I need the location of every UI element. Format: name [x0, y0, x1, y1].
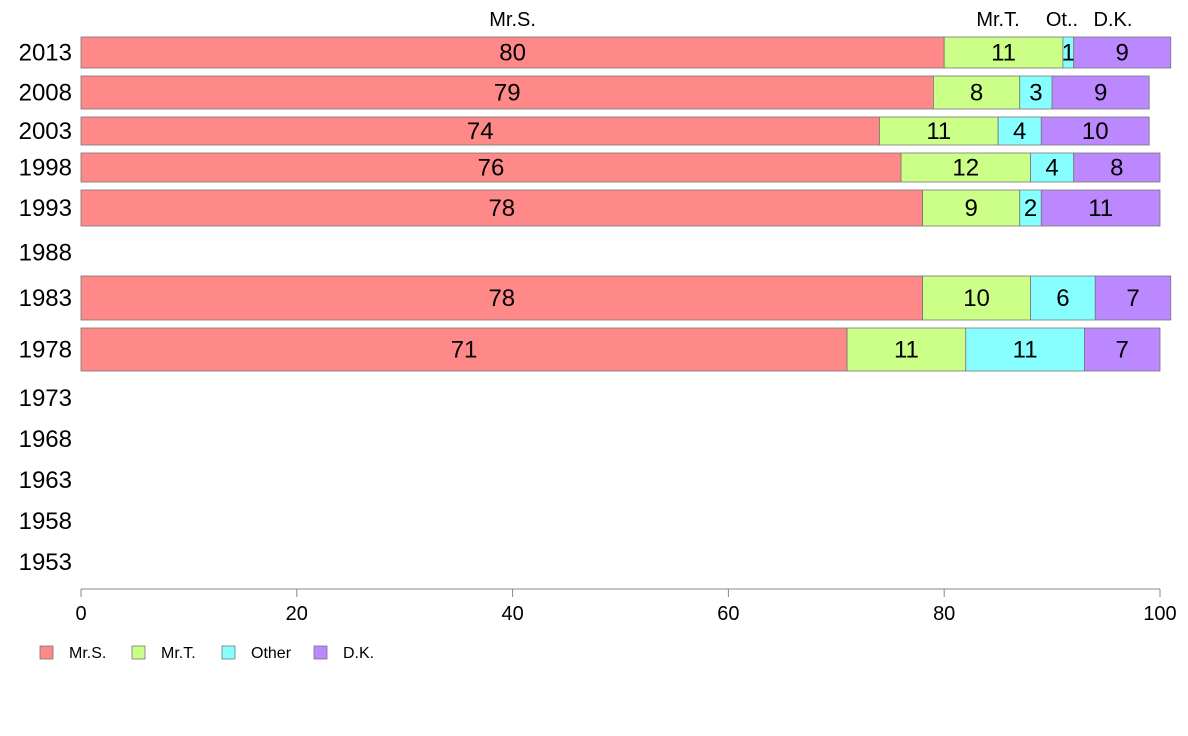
bar-value-label: 11 — [926, 118, 951, 145]
year-label: 2008 — [19, 80, 72, 107]
bar-segment — [922, 275, 1031, 321]
bar-value-label: 9 — [1094, 80, 1107, 107]
bar-segment — [1094, 275, 1172, 321]
legend-swatch — [313, 645, 328, 660]
top-series-label: Ot.. — [1046, 9, 1078, 31]
bar-segment — [1051, 75, 1150, 110]
bar-segment — [80, 116, 880, 146]
bar-segment — [943, 36, 1064, 69]
bar-segment — [879, 116, 999, 146]
legend-swatch — [131, 645, 146, 660]
x-tick-label: 80 — [933, 603, 955, 625]
bar-value-label: 11 — [991, 40, 1016, 67]
x-tick-label: 60 — [717, 603, 739, 625]
bar-value-label: 11 — [1013, 337, 1038, 364]
bar-value-label: 8 — [970, 80, 983, 107]
bar-value-label: 76 — [478, 155, 505, 182]
bar-segment — [80, 36, 945, 69]
bar-value-label: 71 — [451, 337, 478, 364]
bar-value-label: 78 — [488, 195, 515, 222]
year-label: 1993 — [19, 195, 72, 222]
x-tick-label: 40 — [501, 603, 523, 625]
x-axis: 0 20 40 60 80 100 — [75, 588, 1177, 625]
legend-swatch — [39, 645, 54, 660]
bar-segment — [1084, 327, 1161, 372]
bar-value-label: 11 — [894, 337, 919, 364]
bar-value-label: 4 — [1045, 155, 1058, 182]
x-tick-label: 20 — [286, 603, 308, 625]
year-label: 2013 — [19, 40, 72, 67]
bar-value-label: 9 — [964, 195, 977, 222]
legend-label: D.K. — [343, 645, 374, 662]
top-series-labels: Mr.S. Mr.T. Ot.. D.K. — [489, 9, 1132, 31]
bar-value-label: 7 — [1116, 337, 1129, 364]
bar-segment — [846, 327, 967, 372]
bar-value-label: 74 — [467, 118, 494, 145]
year-label: 2003 — [19, 118, 72, 145]
bar-segment — [80, 275, 924, 321]
year-labels: 2013 2008 2003 1998 1993 1988 1983 1978 1973 1968… — [19, 40, 72, 577]
bar-value-label: 10 — [1082, 118, 1109, 145]
bar-segment — [1040, 189, 1161, 227]
bar-value-label: 78 — [488, 285, 515, 312]
x-tick-label: 0 — [75, 603, 86, 625]
legend-label: Mr.S. — [69, 645, 106, 662]
bar-value-label: 11 — [1088, 195, 1113, 222]
year-label: 1983 — [19, 285, 72, 312]
bar-segment — [997, 116, 1042, 146]
bar-segment — [1073, 152, 1161, 183]
bar-segment — [900, 152, 1031, 183]
bar-value-label: 79 — [494, 80, 521, 107]
year-label: 1953 — [19, 549, 72, 576]
bar-value-label: 9 — [1116, 40, 1129, 67]
bar-value-label: 7 — [1126, 285, 1139, 312]
legend-swatch — [221, 645, 236, 660]
bar-segment — [1073, 36, 1172, 69]
year-label: 1958 — [19, 508, 72, 535]
top-series-label: D.K. — [1094, 9, 1133, 31]
bar-segment — [1040, 116, 1150, 146]
year-label: 1978 — [19, 337, 72, 364]
bar-value-label: 8 — [1110, 155, 1123, 182]
year-label: 1963 — [19, 467, 72, 494]
bar-value-label: 12 — [952, 155, 979, 182]
year-label: 1968 — [19, 426, 72, 453]
bar-value-label: 80 — [499, 40, 526, 67]
bar-segment — [1019, 75, 1053, 110]
legend-label: Other — [251, 645, 292, 662]
year-label: 1988 — [19, 240, 72, 267]
bar-value-label: 4 — [1013, 118, 1026, 145]
bar-segment — [933, 75, 1021, 110]
bar-segment — [1030, 152, 1075, 183]
bar-segment — [965, 327, 1085, 372]
bar-value-label: 3 — [1029, 80, 1042, 107]
bar-value-label: 6 — [1056, 285, 1069, 312]
year-label: 1998 — [19, 155, 72, 182]
legend-label: Mr.T. — [161, 645, 196, 662]
bar-segment — [80, 327, 848, 372]
bar-segment — [80, 152, 902, 183]
legend: Mr.S. Mr.T. Other D.K. — [39, 645, 374, 662]
x-tick-label: 100 — [1143, 603, 1176, 625]
bar-value-label: 10 — [963, 285, 990, 312]
top-series-label: Mr.S. — [489, 9, 536, 31]
bar-value-label: 1 — [1062, 40, 1075, 67]
year-label: 1973 — [19, 385, 72, 412]
top-series-label: Mr.T. — [976, 9, 1019, 31]
bar-value-label: 2 — [1024, 195, 1037, 222]
